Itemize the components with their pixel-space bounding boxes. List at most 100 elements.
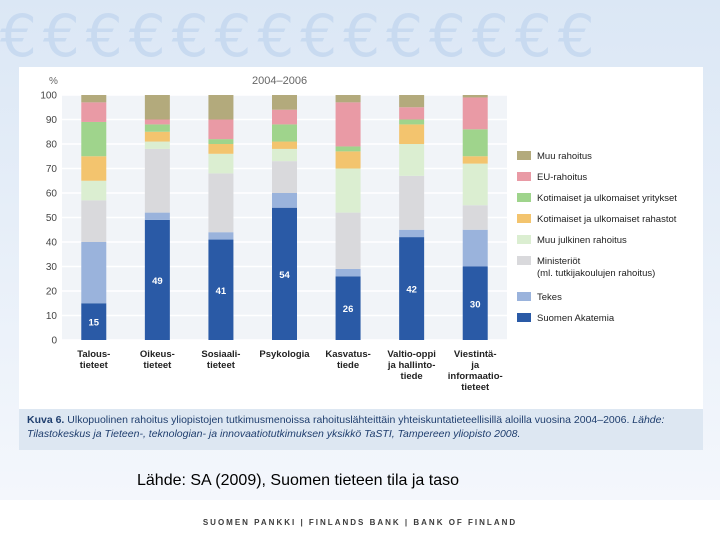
y-axis-unit: %	[49, 76, 58, 87]
bar-segment	[462, 163, 488, 206]
bar-segment	[81, 102, 107, 122]
x-tick-label: Valtio-oppi	[387, 349, 436, 360]
legend-label: EU-rahoitus	[537, 172, 587, 183]
y-tick-label: 0	[51, 336, 57, 347]
data-label: 42	[406, 285, 417, 296]
stacked-bar-chart: 0 10 20 30 40 50 60 70 80 90 100 15 49 41 54 26 42 30 Ta…	[40, 75, 677, 393]
x-tick-label: Kasvatus-	[325, 349, 370, 360]
bar-segment	[208, 153, 234, 174]
data-label: 30	[470, 299, 481, 310]
x-tick-label: Psykologia	[259, 349, 310, 360]
bar-segment	[272, 161, 297, 193]
x-tick-label: Viestintä-	[454, 349, 497, 360]
x-tick-label: ja	[470, 360, 480, 371]
bar-segment	[208, 119, 234, 140]
y-tick-label: 70	[46, 164, 58, 175]
bar-segment	[399, 144, 425, 176]
legend-swatch	[517, 235, 531, 244]
bar-segment	[399, 107, 425, 120]
bar-segment	[81, 180, 107, 201]
figure-caption: Kuva 6. Ulkopuolinen rahoitus yliopistoj…	[19, 409, 703, 450]
y-tick-label: 40	[46, 238, 58, 249]
caption-source: Lähde: Tilastokeskus ja Tieteen-, teknol…	[27, 414, 665, 440]
legend-swatch	[517, 172, 531, 181]
bar-segment	[462, 95, 488, 98]
bar-segment	[81, 303, 107, 340]
bar-segment	[208, 173, 234, 233]
data-label: 15	[88, 318, 99, 329]
bar-segment	[462, 97, 488, 130]
legend-label: Kotimaiset ja ulkomaiset rahastot	[537, 214, 677, 225]
y-tick-label: 90	[46, 115, 58, 126]
figure-panel: 0 10 20 30 40 50 60 70 80 90 100 15 49 41 54 26 42 30 Ta…	[19, 67, 703, 450]
bar-segment	[272, 141, 297, 149]
bar-segment	[399, 237, 425, 340]
euro-watermark: €€€€€€€€€€€€€€	[0, 6, 601, 66]
bar-segment	[144, 141, 170, 149]
bar-segment	[208, 139, 234, 144]
bar-segment	[81, 156, 107, 181]
bar-segment	[272, 109, 297, 125]
x-tick-label: tieteet	[80, 360, 109, 371]
bar-segment	[144, 212, 170, 220]
bar-segment	[462, 205, 488, 230]
bar-segment	[208, 239, 234, 340]
y-tick-label: 10	[46, 311, 58, 322]
bar-segment	[272, 193, 297, 208]
y-tick-label: 30	[46, 262, 58, 273]
x-tick-label: Sosiaali-	[201, 349, 240, 360]
bar-segment	[462, 156, 488, 164]
x-tick-label: tieteet	[143, 360, 172, 371]
y-tick-label: 60	[46, 189, 58, 200]
bar-segment	[81, 200, 107, 242]
chart-title: 2004–2006	[252, 75, 307, 87]
legend-swatch	[517, 292, 531, 301]
y-tick-label: 20	[46, 287, 58, 298]
bar-segment	[462, 266, 488, 340]
bar-segment	[335, 168, 361, 213]
y-tick-label: 100	[40, 91, 57, 102]
bar-segment	[208, 95, 234, 120]
bar-segment	[81, 242, 107, 304]
bar-segment	[462, 129, 488, 157]
bar-segment	[81, 95, 107, 103]
x-tick-label: tiede	[401, 371, 423, 382]
x-tick-label: tieteet	[461, 382, 490, 393]
bar-segment	[399, 175, 425, 230]
y-tick-label: 80	[46, 140, 58, 151]
legend-label: (ml. tutkijakoulujen rahoitus)	[537, 268, 655, 279]
bar-segment	[399, 95, 425, 108]
bar-segment	[272, 148, 297, 162]
source-line: Lähde: SA (2009), Suomen tieteen tila ja…	[137, 472, 459, 489]
legend-swatch	[517, 151, 531, 160]
bar-segment	[144, 119, 170, 125]
legend-label: Muu rahoitus	[537, 151, 592, 162]
bar-segment	[81, 121, 107, 157]
legend-swatch	[517, 313, 531, 322]
bar-segment	[335, 212, 361, 269]
legend-swatch	[517, 214, 531, 223]
bar-segment	[399, 124, 425, 144]
bar-segment	[144, 219, 170, 340]
bar-segment	[335, 268, 361, 277]
legend-label: Muu julkinen rahoitus	[537, 235, 627, 246]
data-label: 54	[279, 270, 290, 281]
bar-segment	[462, 229, 488, 267]
caption-label: Kuva 6.	[27, 414, 65, 426]
x-tick-label: tiede	[337, 360, 359, 371]
bar-segment	[272, 124, 297, 142]
bar-segment	[208, 144, 234, 154]
bar-segment	[335, 146, 361, 152]
footer-bank: SUOMEN PANKKI | FINLANDS BANK | BANK OF …	[202, 518, 518, 527]
caption-text: Ulkopuolinen rahoitus yliopistojen tutki…	[64, 414, 633, 426]
x-tick-label: Oikeus-	[140, 349, 175, 360]
x-tick-label: tieteet	[207, 360, 236, 371]
bar-segment	[144, 148, 170, 213]
legend-label: Suomen Akatemia	[537, 313, 615, 324]
bar-segment	[399, 119, 425, 125]
data-label: 49	[152, 276, 163, 287]
bar-segment	[144, 124, 170, 132]
x-tick-label: ja hallinto-	[387, 360, 436, 371]
x-tick-label: Talous-	[77, 349, 110, 360]
legend-label: Tekes	[537, 292, 562, 303]
